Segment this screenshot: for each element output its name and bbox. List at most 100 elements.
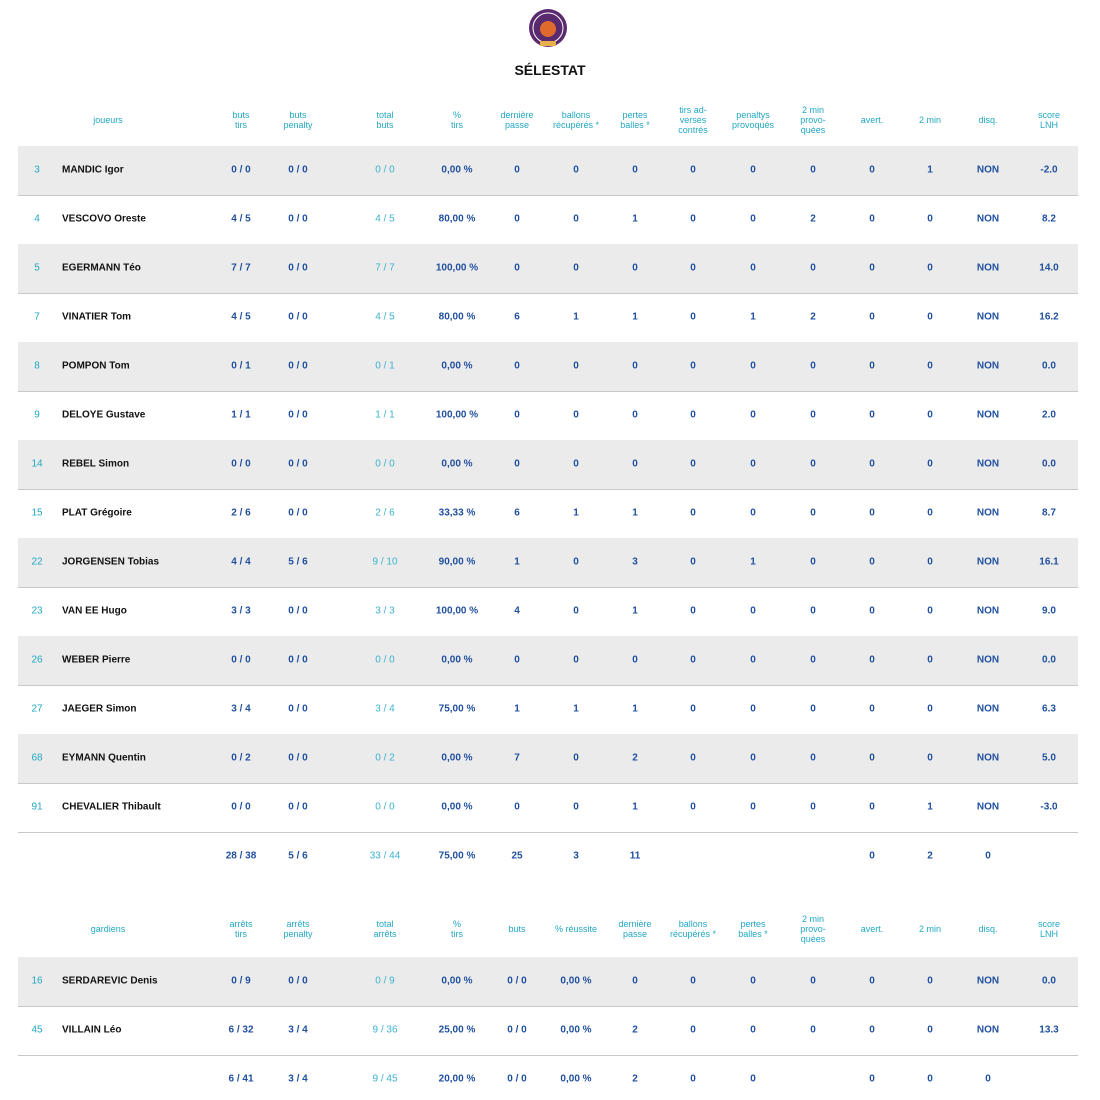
table-row — [18, 635, 1078, 685]
column-header: penaltys provoqués — [731, 110, 775, 130]
stat-value: NON — [976, 703, 1000, 715]
player-name: EGERMANN Téo — [62, 262, 141, 274]
row-separator — [18, 390, 1078, 392]
stat-value: 0 — [810, 703, 816, 715]
total-value: 2 — [632, 1073, 638, 1085]
stat-value: 0 — [869, 752, 875, 764]
stat-value: 0 — [632, 458, 638, 470]
total-value: 20,00 % — [438, 1073, 476, 1085]
table-row — [18, 243, 1078, 293]
stat-value: 0 — [869, 507, 875, 519]
stat-value: 0,00 % — [441, 801, 473, 813]
total-value: 75,00 % — [438, 850, 476, 862]
stat-value: 7 — [514, 752, 520, 764]
stat-value: 4 / 4 — [231, 556, 251, 568]
stat-value: 0 / 0 — [288, 311, 308, 323]
stat-value: 0 — [810, 164, 816, 176]
total-value: 5 / 6 — [288, 850, 308, 862]
table-row — [18, 733, 1078, 783]
stat-value: 0 / 0 — [231, 801, 251, 813]
column-header: score LNH — [1037, 110, 1061, 130]
player-name: JAEGER Simon — [62, 703, 137, 715]
stat-value: 1 / 1 — [375, 409, 395, 421]
stat-value: 0 — [810, 605, 816, 617]
stat-value: 8.7 — [1042, 507, 1056, 519]
player-number: 15 — [31, 507, 43, 519]
stat-value: 0 / 0 — [288, 164, 308, 176]
stat-value: 0,00 % — [441, 164, 473, 176]
stat-value: 0 / 0 — [288, 409, 308, 421]
stat-value: 2.0 — [1042, 409, 1056, 421]
stat-value: 1 — [750, 556, 756, 568]
stat-value: 1 — [750, 311, 756, 323]
table-row — [18, 956, 1078, 1006]
stat-value: 0 — [690, 654, 696, 666]
row-separator — [18, 1054, 1078, 1056]
stat-value: 0 — [869, 262, 875, 274]
stat-value: NON — [976, 1024, 1000, 1036]
stat-value: 100,00 % — [435, 409, 479, 421]
column-header: ballons récupérés * — [552, 110, 600, 130]
stat-value: 0 — [810, 801, 816, 813]
stat-value: 0 — [927, 213, 933, 225]
player-name: PLAT Grégoire — [62, 507, 132, 519]
player-name: JORGENSEN Tobias — [62, 556, 160, 568]
player-number: 8 — [34, 360, 40, 372]
stat-value: NON — [976, 409, 1000, 421]
stat-value: 0 — [690, 507, 696, 519]
stat-value: 0 / 0 — [375, 801, 395, 813]
stat-value: NON — [976, 164, 1000, 176]
stat-value: 1 — [573, 507, 579, 519]
stat-value: 0 — [514, 458, 520, 470]
stat-value: 0 — [810, 507, 816, 519]
column-header: joueurs — [93, 115, 123, 125]
column-header: 2 min — [918, 924, 942, 934]
total-value: 2 — [927, 850, 933, 862]
column-header: 2 min provo- quées — [800, 105, 826, 135]
stat-value: 0 — [632, 654, 638, 666]
player-number: 3 — [34, 164, 40, 176]
stat-value: 0.0 — [1042, 458, 1056, 470]
stat-value: 13.3 — [1039, 1024, 1059, 1036]
stat-value: 0,00 % — [560, 975, 592, 987]
stat-value: 4 / 5 — [375, 213, 395, 225]
stat-value: 0 — [810, 752, 816, 764]
stat-value: 0 — [750, 507, 756, 519]
stat-value: 0 — [750, 1024, 756, 1036]
stat-value: 3 / 4 — [231, 703, 251, 715]
total-value: 0,00 % — [560, 1073, 592, 1085]
stat-value: 0 — [927, 458, 933, 470]
stat-value: 0 — [690, 975, 696, 987]
stat-value: 0 / 2 — [375, 752, 395, 764]
stat-value: 0 — [573, 458, 579, 470]
club-logo — [529, 9, 567, 47]
stat-value: 1 — [573, 703, 579, 715]
stat-value: 80,00 % — [438, 213, 476, 225]
stat-value: 0 — [690, 458, 696, 470]
player-name: MANDIC Igor — [62, 164, 124, 176]
stat-value: 0 / 0 — [231, 458, 251, 470]
stat-value: NON — [976, 605, 1000, 617]
total-value: 3 — [573, 850, 579, 862]
player-name: WEBER Pierre — [62, 654, 131, 666]
stat-value: NON — [976, 213, 1000, 225]
stat-value: 0 / 9 — [375, 975, 395, 987]
player-number: 14 — [31, 458, 43, 470]
stat-value: 0,00 % — [560, 1024, 592, 1036]
player-name: VILLAIN Léo — [62, 1024, 122, 1036]
stat-value: 1 — [632, 605, 638, 617]
stat-value: 0 / 0 — [231, 164, 251, 176]
stat-value: 0 — [927, 975, 933, 987]
stat-value: 0 — [869, 409, 875, 421]
stat-value: 0 — [573, 360, 579, 372]
stat-value: 0 — [750, 213, 756, 225]
stat-value: 0 / 0 — [507, 975, 527, 987]
stat-value: 0 — [690, 605, 696, 617]
stat-value: 7 / 7 — [375, 262, 395, 274]
player-name: EYMANN Quentin — [62, 752, 146, 764]
stat-value: 6 — [514, 507, 520, 519]
stat-value: 5 / 6 — [288, 556, 308, 568]
stat-value: 1 — [514, 556, 520, 568]
stat-value: 0 — [927, 654, 933, 666]
team-title: SÉLESTAT — [514, 62, 586, 78]
